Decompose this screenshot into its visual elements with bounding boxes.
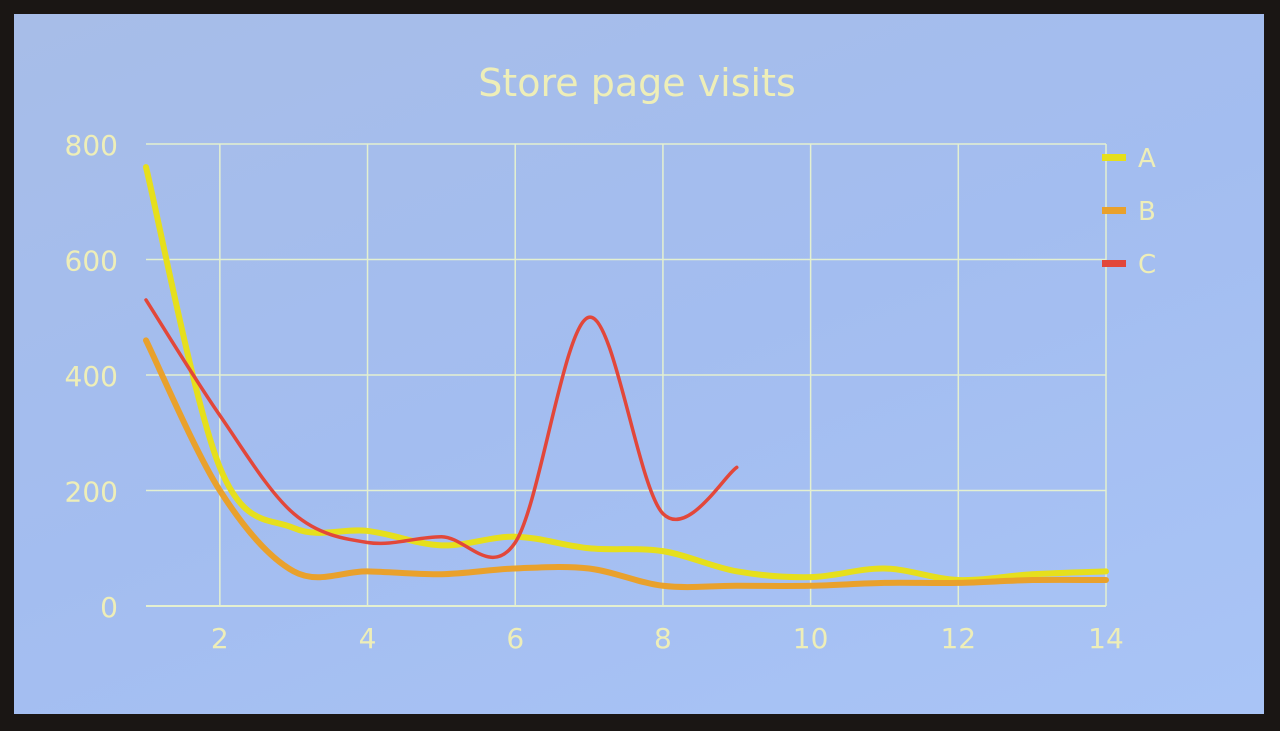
legend-swatch-c [1102,260,1126,267]
x-tick-label: 8 [654,622,672,655]
x-tick-label: 10 [793,622,829,655]
series-lines [143,164,1109,591]
chart-title: Store page visits [478,61,796,105]
legend: ABC [1102,144,1156,280]
legend-label-b: B [1138,197,1156,227]
legend-label-c: C [1138,250,1156,280]
y-axis: 0 200 400 600 800 [65,129,118,624]
series-line-a [143,164,1109,584]
series-line-b [143,337,1109,591]
x-tick-label: 6 [506,622,524,655]
projector-screen: Store page visits 0 200 400 600 800 2 4 6 8 10 12… [14,14,1264,714]
x-axis: 2 4 6 8 10 12 14 [211,622,1124,655]
y-tick-label: 200 [65,476,118,509]
x-tick-label: 12 [940,622,976,655]
line-chart: Store page visits 0 200 400 600 800 2 4 6 8 10 12… [65,61,1157,655]
x-tick-label: 14 [1088,622,1124,655]
legend-swatch-b [1102,207,1126,214]
grid [146,143,1107,607]
x-tick-label: 2 [211,622,229,655]
series-line-c [144,298,739,559]
y-tick-label: 800 [65,129,118,162]
legend-label-a: A [1138,144,1156,174]
x-tick-label: 4 [359,622,377,655]
legend-swatch-a [1102,154,1126,161]
y-tick-label: 600 [65,245,118,278]
y-tick-label: 400 [65,360,118,393]
y-tick-label: 0 [100,591,118,624]
